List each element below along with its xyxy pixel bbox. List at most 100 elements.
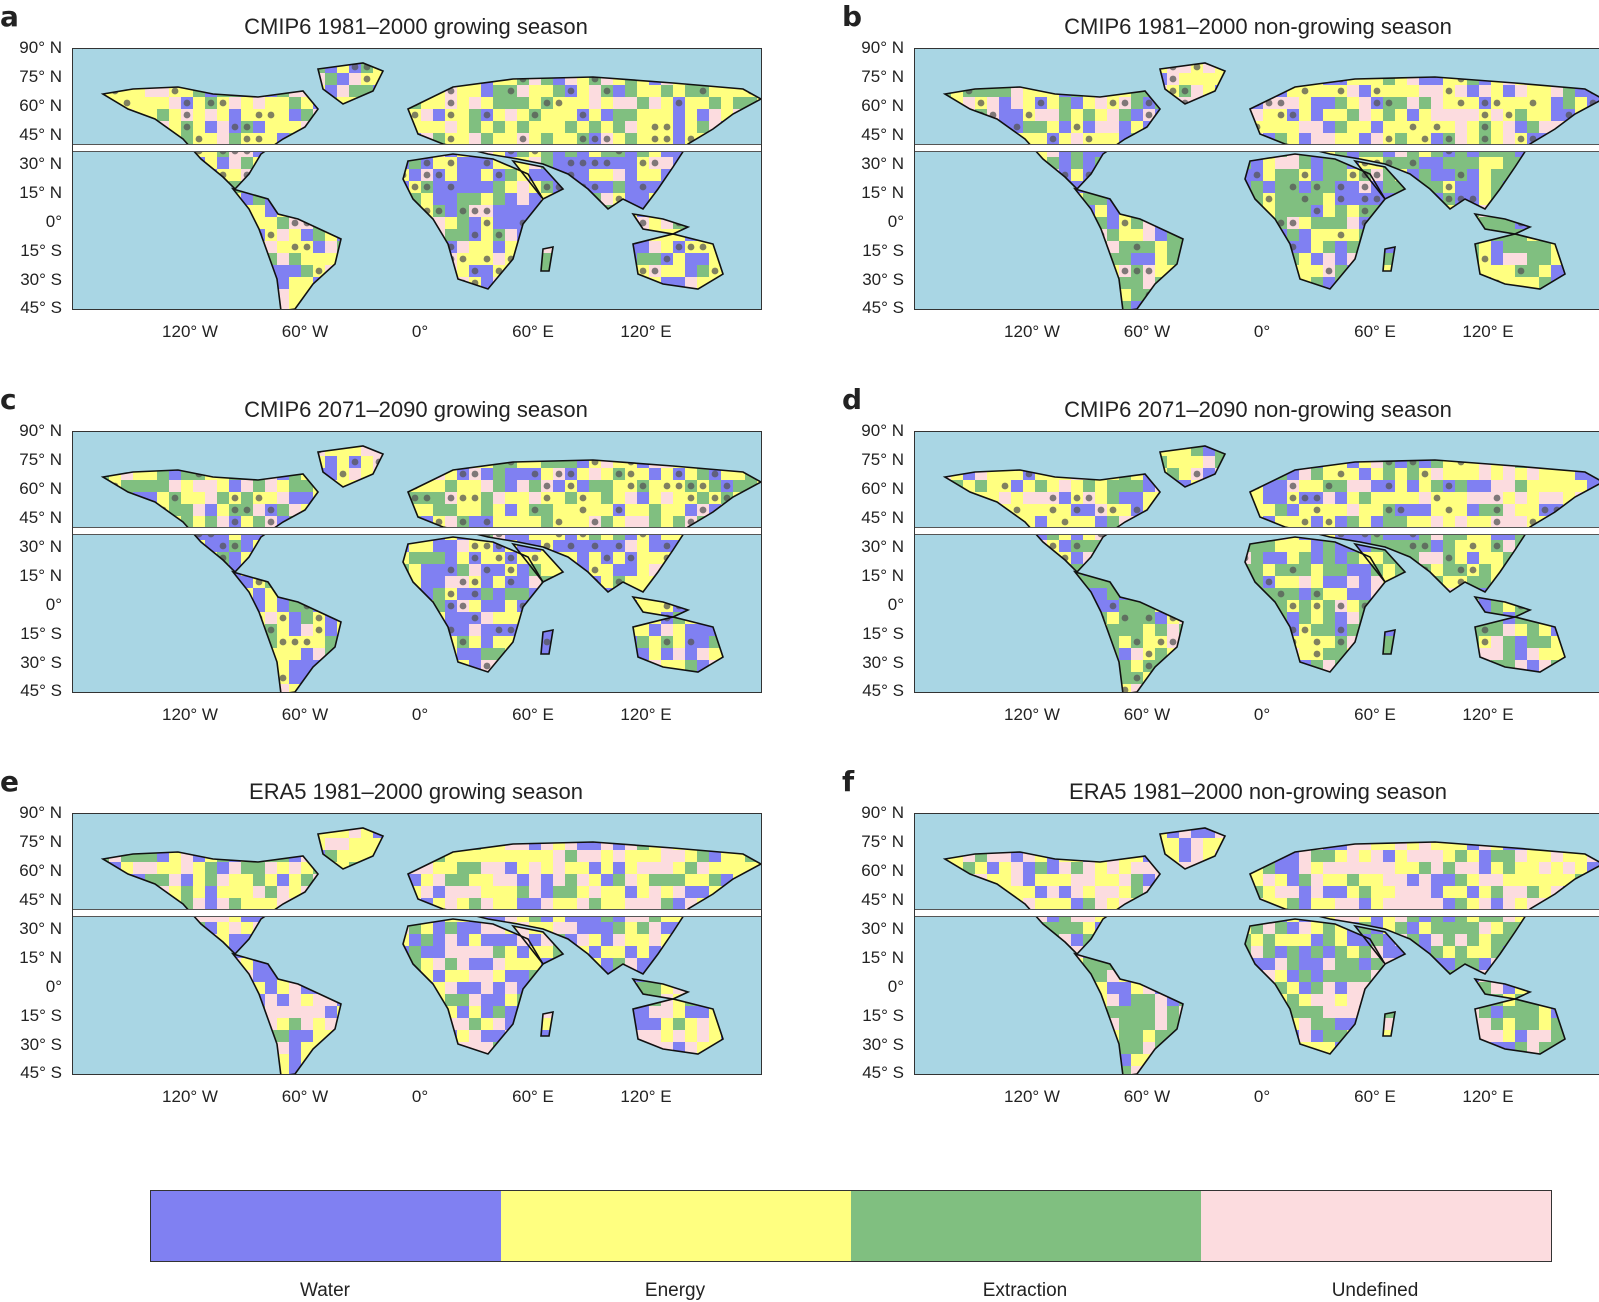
lon-tick-label: 60° W	[281, 322, 329, 341]
coastline	[1353, 542, 1407, 584]
latitude-divider-band	[73, 144, 761, 152]
coastline	[1248, 76, 1599, 211]
coastline	[230, 187, 342, 309]
lon-tick-label: 60° W	[1123, 705, 1171, 724]
lat-tick-label: 15° N	[19, 566, 62, 585]
lon-tick-label: 0°	[411, 705, 429, 724]
coastline	[1072, 952, 1184, 1074]
coastline	[1353, 924, 1407, 966]
lat-tick-label: 30° N	[19, 537, 62, 556]
lon-tick-label: 120° W	[1004, 1087, 1060, 1106]
legend-swatch-water	[151, 1191, 501, 1261]
lat-tick-label: 75° N	[19, 832, 62, 851]
lat-tick-label: 90° N	[861, 421, 904, 440]
category-cells	[103, 63, 761, 309]
lat-tick-label: 90° N	[19, 38, 62, 57]
coastline	[1159, 827, 1227, 870]
lat-tick-label: 60° N	[19, 96, 62, 115]
world-map	[942, 445, 1599, 692]
category-cells	[103, 446, 761, 692]
coastline	[1382, 245, 1396, 272]
lat-tick-label: 90° N	[19, 803, 62, 822]
lat-tick-label: 75° N	[861, 67, 904, 86]
coastline	[230, 570, 342, 692]
lon-tick-label: 60° E	[512, 322, 554, 341]
legend-label-extraction: Extraction	[982, 1280, 1068, 1301]
lat-tick-label: 15° S	[862, 624, 904, 643]
coastline	[1244, 536, 1386, 673]
coastline	[1248, 841, 1599, 976]
coastline	[317, 445, 385, 488]
coastline	[1474, 233, 1566, 290]
coastline	[1474, 998, 1566, 1055]
lat-tick-label: 60° N	[861, 479, 904, 498]
lat-tick-label: 75° N	[861, 450, 904, 469]
coastline	[317, 62, 385, 105]
lat-tick-label: 30° N	[19, 154, 62, 173]
lat-tick-label: 30° N	[861, 154, 904, 173]
map-frame	[914, 813, 1599, 1075]
map-frame	[914, 48, 1599, 310]
lat-tick-label: 60° N	[19, 479, 62, 498]
lon-tick-label: 0°	[1253, 705, 1271, 724]
lat-tick-label: 30° S	[862, 1035, 904, 1054]
lon-tick-label: 120° E	[620, 322, 672, 341]
lon-tick-label: 0°	[1253, 322, 1271, 341]
lat-tick-label: 0°	[887, 212, 904, 231]
coastline	[511, 159, 565, 201]
latitude-divider-band	[73, 909, 761, 917]
coastline	[1072, 570, 1184, 692]
lat-tick-label: 15° N	[19, 948, 62, 967]
coastline	[1244, 153, 1386, 290]
lat-tick-label: 90° N	[19, 421, 62, 440]
lon-tick-label: 120° E	[620, 1087, 672, 1106]
panel-letter: a	[0, 0, 19, 33]
lat-tick-label: 15° S	[862, 1006, 904, 1025]
lon-tick-label: 60° W	[1123, 1087, 1171, 1106]
lat-tick-label: 0°	[45, 977, 62, 996]
lon-tick-label: 120° E	[1462, 322, 1514, 341]
panel-title: CMIP6 1981–2000 growing season	[244, 14, 588, 39]
lat-tick-label: 45° N	[19, 508, 62, 527]
coastline	[540, 628, 554, 655]
lat-tick-label: 0°	[45, 212, 62, 231]
latitude-divider-band	[915, 527, 1599, 535]
world-map	[942, 62, 1599, 309]
coastline	[1473, 212, 1533, 235]
lat-tick-label: 15° N	[861, 183, 904, 202]
coastline	[1072, 187, 1184, 309]
panel-title: CMIP6 1981–2000 non-growing season	[1064, 14, 1452, 39]
world-map	[100, 62, 761, 309]
lat-tick-label: 0°	[45, 595, 62, 614]
lon-tick-label: 60° E	[512, 1087, 554, 1106]
lat-tick-label: 45° S	[862, 681, 904, 700]
coastline	[631, 595, 691, 618]
category-cells	[945, 828, 1599, 1074]
legend-swatch-energy	[501, 1191, 851, 1261]
category-cells	[103, 828, 761, 1074]
coastline	[402, 153, 544, 290]
map-frame	[914, 431, 1599, 693]
legend-label-undefined: Undefined	[1331, 1280, 1419, 1301]
legend-label-water: Water	[300, 1280, 350, 1301]
lat-tick-label: 15° N	[861, 948, 904, 967]
lon-tick-label: 0°	[411, 1087, 429, 1106]
legend-swatch-undefined	[1201, 1191, 1551, 1261]
panel-letter: b	[842, 0, 863, 33]
lon-tick-label: 60° W	[281, 705, 329, 724]
lat-tick-label: 30° N	[861, 919, 904, 938]
lat-tick-label: 75° N	[19, 450, 62, 469]
coastline	[631, 977, 691, 1000]
category-cells	[945, 446, 1599, 692]
lat-tick-label: 15° S	[20, 624, 62, 643]
panel-letter: c	[0, 383, 17, 416]
map-panel-e: e ERA5 1981–2000 growing season 90° N 75° N…	[0, 765, 790, 1125]
coastline	[511, 924, 565, 966]
lon-tick-label: 120° W	[1004, 705, 1060, 724]
lat-tick-label: 15° N	[19, 183, 62, 202]
map-frame	[72, 48, 762, 310]
map-panel-f: f ERA5 1981–2000 non-growing season 90° N 7…	[842, 765, 1599, 1125]
lat-tick-label: 30° S	[862, 270, 904, 289]
world-map	[100, 445, 761, 692]
coastline	[1473, 595, 1533, 618]
